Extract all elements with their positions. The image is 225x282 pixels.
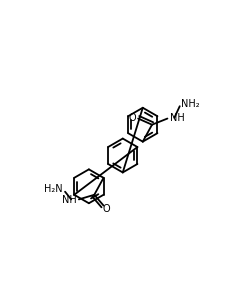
Text: O: O — [128, 113, 136, 123]
Text: NH: NH — [169, 113, 184, 123]
Text: NH: NH — [62, 195, 76, 205]
Text: H₂N: H₂N — [44, 184, 63, 194]
Text: NH₂: NH₂ — [180, 99, 199, 109]
Text: O: O — [102, 204, 110, 214]
